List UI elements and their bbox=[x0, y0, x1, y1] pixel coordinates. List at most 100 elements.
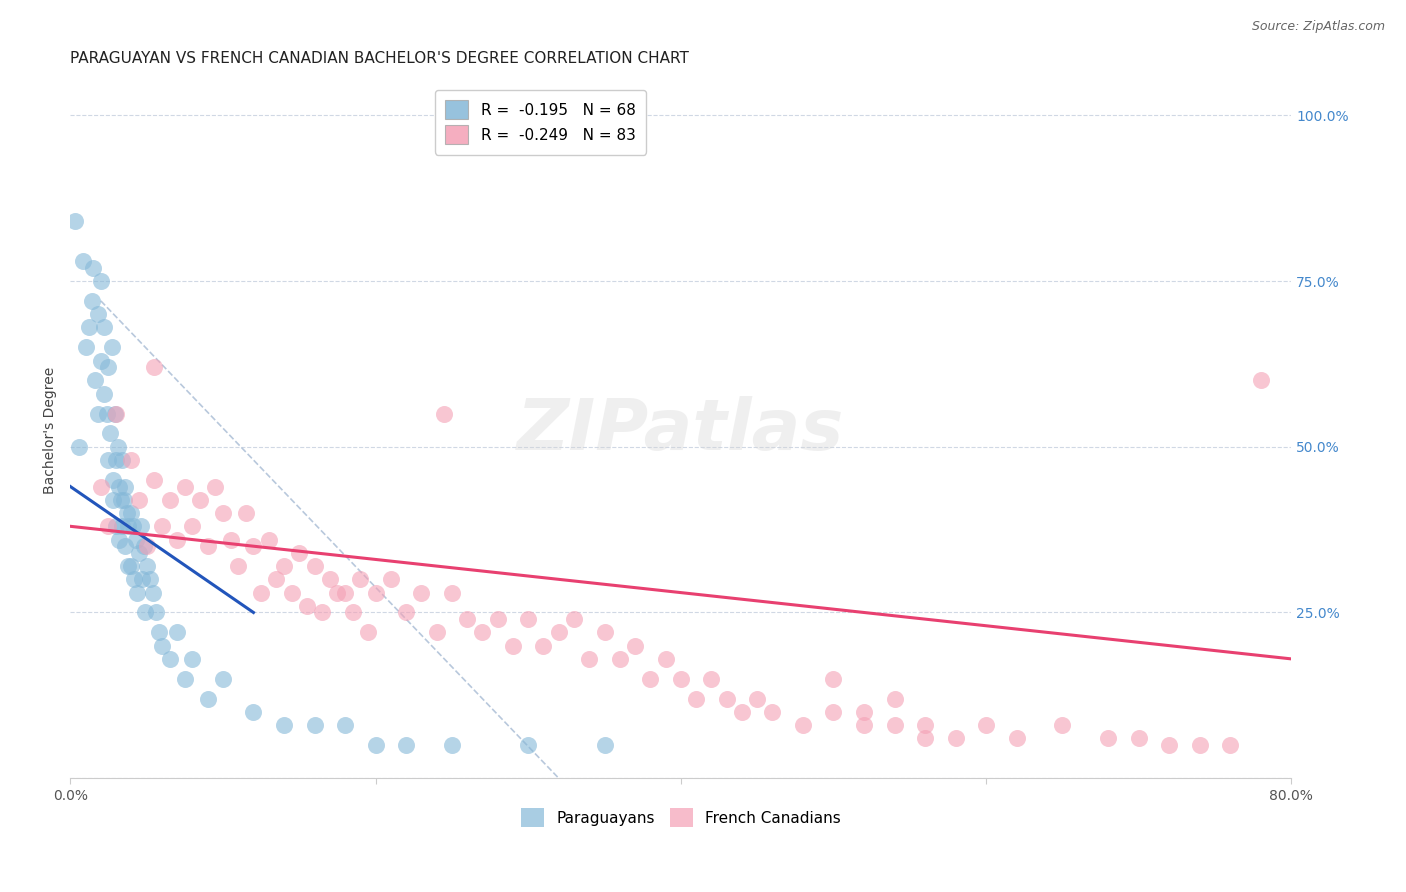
Point bbox=[117, 519, 139, 533]
Point bbox=[914, 718, 936, 732]
Point bbox=[90, 479, 112, 493]
Point bbox=[326, 585, 349, 599]
Point bbox=[578, 652, 600, 666]
Point bbox=[124, 572, 146, 586]
Point bbox=[486, 612, 509, 626]
Point bbox=[114, 479, 136, 493]
Point bbox=[357, 625, 380, 640]
Point bbox=[138, 572, 160, 586]
Point bbox=[134, 606, 156, 620]
Point bbox=[82, 260, 104, 275]
Y-axis label: Bachelor's Degree: Bachelor's Degree bbox=[44, 367, 58, 494]
Point bbox=[120, 559, 142, 574]
Point bbox=[304, 559, 326, 574]
Point bbox=[80, 293, 103, 308]
Point bbox=[212, 672, 235, 686]
Point bbox=[111, 453, 134, 467]
Point bbox=[517, 738, 540, 752]
Point bbox=[685, 691, 707, 706]
Point bbox=[97, 519, 120, 533]
Point bbox=[333, 718, 356, 732]
Point bbox=[364, 585, 387, 599]
Point bbox=[159, 492, 181, 507]
Point bbox=[145, 606, 167, 620]
Point bbox=[311, 606, 333, 620]
Point bbox=[593, 738, 616, 752]
Point bbox=[1250, 374, 1272, 388]
Text: PARAGUAYAN VS FRENCH CANADIAN BACHELOR'S DEGREE CORRELATION CHART: PARAGUAYAN VS FRENCH CANADIAN BACHELOR'S… bbox=[70, 51, 689, 66]
Point bbox=[128, 492, 150, 507]
Point bbox=[114, 539, 136, 553]
Point bbox=[108, 479, 131, 493]
Point bbox=[143, 473, 166, 487]
Point bbox=[204, 479, 226, 493]
Point bbox=[150, 519, 173, 533]
Point bbox=[90, 353, 112, 368]
Point bbox=[440, 585, 463, 599]
Point bbox=[266, 572, 288, 586]
Point bbox=[700, 672, 723, 686]
Point bbox=[1188, 738, 1211, 752]
Point bbox=[83, 374, 105, 388]
Point bbox=[87, 407, 110, 421]
Point bbox=[852, 718, 875, 732]
Point bbox=[197, 539, 219, 553]
Point bbox=[197, 691, 219, 706]
Point bbox=[105, 407, 128, 421]
Point bbox=[107, 440, 129, 454]
Point bbox=[105, 519, 128, 533]
Point bbox=[72, 254, 94, 268]
Text: Source: ZipAtlas.com: Source: ZipAtlas.com bbox=[1251, 20, 1385, 33]
Point bbox=[914, 731, 936, 746]
Point bbox=[609, 652, 631, 666]
Point bbox=[1128, 731, 1150, 746]
Point bbox=[792, 718, 814, 732]
Point bbox=[188, 492, 211, 507]
Point bbox=[319, 572, 342, 586]
Point bbox=[669, 672, 692, 686]
Point bbox=[250, 585, 273, 599]
Point bbox=[93, 386, 115, 401]
Point bbox=[395, 606, 418, 620]
Point bbox=[624, 639, 647, 653]
Point bbox=[90, 274, 112, 288]
Point bbox=[883, 691, 905, 706]
Point bbox=[533, 639, 555, 653]
Point bbox=[974, 718, 997, 732]
Point bbox=[747, 691, 769, 706]
Point bbox=[120, 453, 142, 467]
Point bbox=[159, 652, 181, 666]
Point bbox=[128, 546, 150, 560]
Point bbox=[411, 585, 433, 599]
Point bbox=[242, 705, 264, 719]
Point bbox=[173, 672, 195, 686]
Point bbox=[135, 539, 157, 553]
Point bbox=[108, 533, 131, 547]
Point bbox=[112, 492, 135, 507]
Point bbox=[1005, 731, 1028, 746]
Point bbox=[181, 519, 204, 533]
Point bbox=[364, 738, 387, 752]
Point bbox=[456, 612, 478, 626]
Point bbox=[101, 473, 124, 487]
Point bbox=[502, 639, 524, 653]
Point bbox=[103, 407, 125, 421]
Point bbox=[562, 612, 585, 626]
Point bbox=[440, 738, 463, 752]
Point bbox=[471, 625, 494, 640]
Point bbox=[1097, 731, 1119, 746]
Point bbox=[640, 672, 662, 686]
Point bbox=[63, 214, 86, 228]
Point bbox=[654, 652, 676, 666]
Point bbox=[111, 519, 134, 533]
Point bbox=[517, 612, 540, 626]
Point bbox=[110, 492, 132, 507]
Point bbox=[120, 506, 142, 520]
Point bbox=[148, 625, 170, 640]
Point bbox=[173, 479, 195, 493]
Point bbox=[131, 572, 153, 586]
Point bbox=[142, 585, 165, 599]
Point bbox=[547, 625, 569, 640]
Point bbox=[731, 705, 754, 719]
Point bbox=[433, 407, 456, 421]
